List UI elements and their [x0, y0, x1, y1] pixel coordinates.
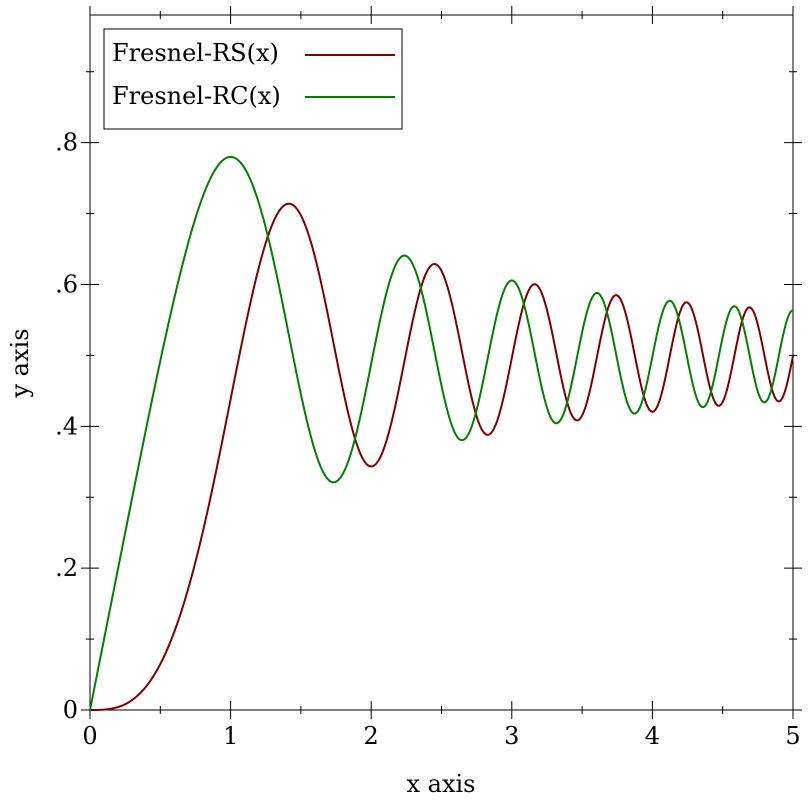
x-tick-label: 1 — [223, 722, 238, 750]
x-tick-label: 0 — [82, 722, 97, 750]
x-axis-label: x axis — [407, 770, 476, 798]
x-tick-label: 3 — [504, 722, 519, 750]
x-tick-label: 4 — [645, 722, 660, 750]
series-line-fresnel-rs — [90, 202, 794, 711]
series-line-fresnel-rc — [89, 155, 794, 711]
y-axis-label: y axis — [6, 328, 34, 398]
legend-label-rc: Fresnel-RC(x) — [112, 82, 281, 110]
x-tick-label: 2 — [364, 722, 379, 750]
y-tick-label: 0 — [63, 696, 78, 724]
y-tick-label: .4 — [55, 412, 78, 440]
y-tick-label: .6 — [55, 270, 78, 298]
y-tick-label: .8 — [55, 129, 78, 157]
legend: Fresnel-RS(x) Fresnel-RC(x) — [103, 28, 403, 130]
legend-box — [103, 28, 403, 130]
axis-tick-labels: 0 1 2 3 4 5 0 .2 .4 .6 .8 — [55, 129, 801, 750]
legend-label-rs: Fresnel-RS(x) — [112, 39, 279, 67]
y-tick-label: .2 — [55, 554, 78, 582]
series-lines — [89, 155, 794, 711]
x-tick-label: 5 — [785, 722, 800, 750]
axis-ticks — [81, 6, 802, 719]
